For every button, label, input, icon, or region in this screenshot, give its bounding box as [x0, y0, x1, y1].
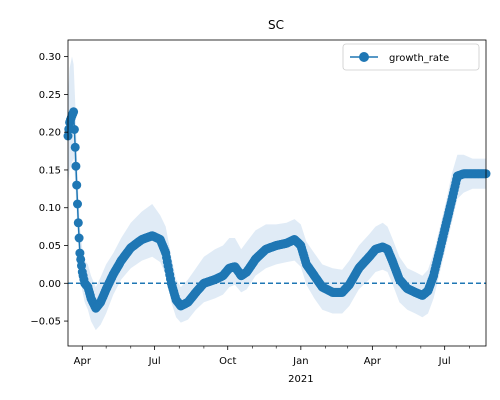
plot-area	[63, 56, 491, 331]
legend-marker-growth-rate	[359, 52, 369, 62]
y-tick-label: 0.05	[39, 241, 61, 252]
x-tick-label: Apr	[364, 356, 382, 367]
x-axis: Apr Jul Oct Jan Apr Jul	[74, 346, 470, 367]
x-tick-label: Jul	[148, 356, 161, 367]
data-point	[69, 125, 79, 134]
x-year-label: 2021	[288, 374, 313, 385]
y-tick-label: 0.25	[39, 90, 61, 101]
data-point	[72, 180, 82, 190]
y-tick-label: 0.20	[39, 128, 61, 139]
axes-frame	[67, 39, 487, 347]
legend-frame	[342, 43, 480, 71]
y-tick-label: 0.15	[39, 165, 61, 176]
data-point	[70, 142, 80, 152]
data-point	[69, 107, 79, 117]
data-point	[71, 161, 81, 171]
chart-title: SC	[268, 18, 284, 32]
x-tick-label: Oct	[219, 356, 236, 367]
data-point	[74, 233, 84, 243]
data-point	[73, 199, 82, 209]
series-markers-growth-rate	[63, 107, 491, 313]
y-tick-label: 0.00	[39, 279, 61, 290]
legend: growth_rate	[342, 43, 480, 71]
y-tick-label: 0.30	[39, 52, 61, 63]
legend-label-growth-rate: growth_rate	[389, 53, 449, 64]
confidence-band	[68, 56, 486, 331]
x-tick-label: Jul	[438, 356, 451, 367]
data-point	[73, 218, 83, 228]
x-tick-label: Apr	[74, 356, 92, 367]
y-axis: −0.05 0.00 0.05 0.10 0.15 0.20 0.25 0.30	[30, 52, 68, 328]
y-tick-label: −0.05	[30, 317, 61, 328]
y-tick-label: 0.10	[39, 203, 61, 214]
x-tick-label: Jan	[292, 356, 308, 367]
